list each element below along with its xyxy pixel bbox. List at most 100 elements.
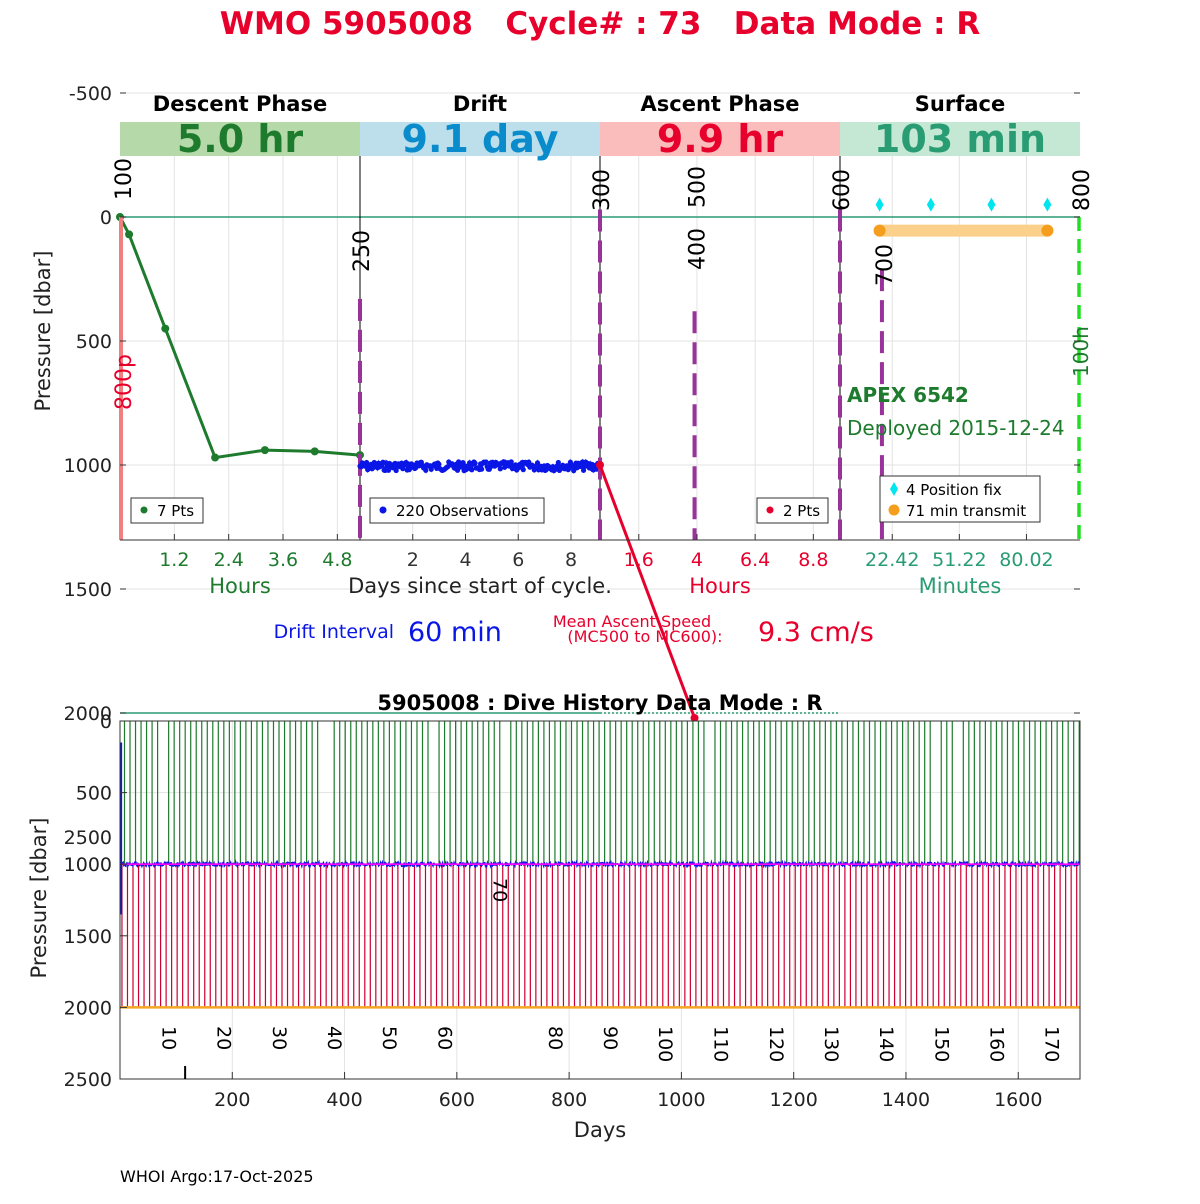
mission-marker-label: 300: [590, 169, 615, 211]
y-tick-label: 1500: [64, 926, 112, 948]
ascent-legend-label: 2 Pts: [783, 502, 820, 520]
transmit-point: [1041, 224, 1054, 237]
dive-history-chart: 5905008 : Dive History Data Mode : R 10 20…: [27, 691, 1081, 1142]
footer-credit: WHOI Argo:17-Oct-2025: [120, 1167, 314, 1186]
x-tick-label: 22.42: [865, 549, 919, 571]
position-fix-point: [875, 197, 884, 212]
descent-point: [310, 447, 319, 456]
x-tick-label: 1000: [657, 1089, 705, 1111]
cycle-number-label: 80: [544, 1026, 566, 1050]
cycle-number-label: 30: [268, 1026, 290, 1050]
mission-marker-label: 400: [686, 228, 711, 270]
mission-marker-label: 700: [873, 244, 898, 286]
phase-title: Descent Phase: [153, 92, 327, 116]
descent-side-bar: [119, 217, 123, 540]
descent-point: [211, 453, 220, 462]
x-tick-label: 400: [326, 1089, 362, 1111]
cycle-number-label: 110: [709, 1026, 731, 1062]
phase-unit-label: Minutes: [919, 574, 1002, 598]
x-tick-label: 3.6: [268, 549, 298, 571]
y-tick-label: 500: [76, 783, 112, 805]
descent-legend-marker: [140, 506, 148, 514]
x-axis-label: Days since start of cycle.: [348, 574, 612, 598]
mission-marker-label: 100: [112, 158, 137, 200]
y-tick-label: 1000: [64, 455, 112, 477]
phase-unit-label: Hours: [689, 574, 751, 598]
phase-unit-label: Hours: [209, 574, 271, 598]
y-tick-label: 2500: [64, 827, 112, 849]
y-tick-label: 0: [100, 207, 112, 229]
x-tick-label: 1400: [882, 1089, 930, 1111]
drift-interval-value: 60 min: [408, 617, 502, 648]
phase-title: Drift: [453, 92, 507, 116]
cycle-number-label: 10: [157, 1026, 179, 1050]
phase-duration: 9.1 day: [402, 117, 559, 161]
mission-marker-label: 800: [1070, 169, 1095, 211]
ascent-series-line: [598, 464, 696, 719]
phase-duration-band: [120, 122, 360, 156]
x-tick-label: 600: [439, 1089, 475, 1111]
cycle-number-label: 130: [820, 1026, 842, 1062]
mission-marker-label: 250: [350, 230, 375, 272]
position-fix-legend-marker: [890, 482, 898, 496]
x-tick-label: 6.4: [740, 549, 770, 571]
y-tick-label: 2000: [64, 703, 112, 725]
descent-point: [260, 446, 269, 455]
drift-series-line: [359, 458, 601, 475]
x-axis-label: Days: [574, 1118, 626, 1142]
cycle-number-label: 60: [434, 1026, 456, 1050]
phase-duration: 9.9 hr: [657, 117, 784, 161]
position-fix-legend-label: 4 Position fix: [906, 481, 1002, 499]
y-tick-label: 0: [100, 711, 112, 733]
y-tick-label: -500: [69, 83, 112, 105]
x-tick-label: 4.8: [322, 549, 352, 571]
y-tick-label: 2000: [64, 997, 112, 1019]
cycle-number-label: 140: [875, 1026, 897, 1062]
descent-side-label: 800p: [112, 354, 137, 410]
descent-point: [161, 324, 170, 333]
drift-legend-label: 220 Observations: [396, 502, 529, 520]
deployment-date-label: Deployed 2015-12-24: [847, 416, 1065, 440]
phase-duration: 103 min: [874, 117, 1046, 161]
cycle-number-label: 90: [599, 1026, 621, 1050]
x-tick-label: 800: [551, 1089, 587, 1111]
transmit-legend-marker: [888, 504, 900, 516]
y-axis-label: Pressure [dbar]: [31, 251, 55, 412]
x-tick-label: 6: [512, 549, 524, 571]
cycle-number-label: 150: [930, 1026, 952, 1062]
surface-side-label: 100h: [1069, 326, 1093, 377]
position-fix-point: [1043, 197, 1052, 212]
phase-title: Surface: [915, 92, 1005, 116]
cycle-number-label: 50: [378, 1026, 400, 1050]
transmit-legend-label: 71 min transmit: [906, 502, 1026, 520]
dive-history-title: 5905008 : Dive History Data Mode : R: [377, 691, 822, 715]
x-tick-label: 1600: [994, 1089, 1042, 1111]
dive-history-background: [120, 721, 1080, 1079]
x-tick-label: 4: [459, 549, 471, 571]
x-tick-label: 2: [407, 549, 419, 571]
y-tick-label: 1000: [64, 854, 112, 876]
drift-legend-marker: [379, 506, 387, 514]
position-fix-point: [926, 197, 935, 212]
cycle-number-label: 160: [985, 1026, 1007, 1062]
mission-marker-label: 500: [686, 166, 711, 208]
x-tick-label: 51.22: [932, 549, 986, 571]
ascent-speed-label-line2: (MC500 to MC600):: [567, 627, 722, 646]
phase-duration-band: [840, 122, 1080, 156]
transmit-point: [873, 224, 886, 237]
cycle-summary-row: Drift Interval 60 min Mean Ascent Speed …: [274, 612, 874, 648]
ascent-speed-label-line1: Mean Ascent Speed: [553, 612, 711, 631]
descent-legend-label: 7 Pts: [157, 502, 194, 520]
cycle-number-label: 100: [654, 1026, 676, 1062]
y-tick-label: 500: [76, 331, 112, 353]
drift-interval-label: Drift Interval: [274, 621, 394, 643]
x-tick-label: 4: [691, 549, 703, 571]
cycle-number-label: 70: [489, 878, 511, 902]
descent-point: [125, 230, 134, 239]
figure-title: WMO 5905008 Cycle# : 73 Data Mode : R: [220, 6, 981, 42]
phase-duration-band: [600, 122, 840, 156]
surface-legend-box: [879, 475, 1041, 523]
